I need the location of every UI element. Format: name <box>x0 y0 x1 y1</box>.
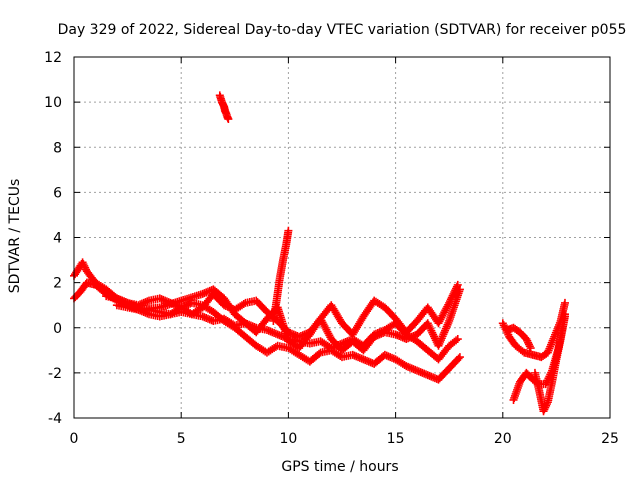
data-point <box>539 407 548 416</box>
data-point <box>524 340 533 349</box>
axis-ticks: 0 5 10 15 20 25 -4 -2 0 2 4 6 8 10 12 <box>44 50 619 447</box>
data-point <box>542 400 551 409</box>
data-point <box>452 336 461 345</box>
chart-title: Day 329 of 2022, Sidereal Day-to-day VTE… <box>58 22 627 38</box>
y-tick-label: 2 <box>53 276 62 292</box>
data-point <box>560 312 569 321</box>
x-tick-label: 5 <box>177 431 186 447</box>
data-point <box>560 298 569 307</box>
data-point <box>224 115 233 124</box>
data-point <box>284 226 293 235</box>
data-point <box>453 280 462 289</box>
y-tick-label: 10 <box>44 95 62 111</box>
data-point <box>542 401 551 410</box>
data-point <box>455 353 464 362</box>
data-point <box>315 349 324 358</box>
x-axis-label: GPS time / hours <box>281 459 398 475</box>
x-tick-label: 10 <box>279 431 297 447</box>
data-point <box>526 344 535 353</box>
y-axis-label: SDTVAR / TECUs <box>7 179 23 294</box>
x-tick-label: 25 <box>601 431 619 447</box>
x-tick-label: 20 <box>494 431 512 447</box>
data-point <box>239 300 248 309</box>
y-tick-label: -2 <box>48 366 62 382</box>
data-point <box>81 263 90 272</box>
data-point <box>454 354 463 363</box>
y-tick-label: 12 <box>44 50 62 66</box>
y-tick-label: 0 <box>53 321 62 337</box>
y-tick-label: 4 <box>53 231 62 247</box>
data-point <box>522 335 531 344</box>
data-point <box>80 261 89 270</box>
data-point <box>523 336 532 345</box>
data-point <box>524 338 533 347</box>
y-tick-label: 8 <box>53 140 62 156</box>
y-tick-label: -4 <box>48 411 62 427</box>
data-point <box>453 335 462 344</box>
x-tick-label: 0 <box>70 431 79 447</box>
x-tick-label: 15 <box>387 431 405 447</box>
data-point <box>541 403 550 412</box>
data-point <box>455 285 464 294</box>
data-point <box>78 258 87 267</box>
data-point <box>540 405 549 414</box>
data-point <box>79 260 88 269</box>
y-tick-label: 6 <box>53 185 62 201</box>
data-point <box>525 342 534 351</box>
